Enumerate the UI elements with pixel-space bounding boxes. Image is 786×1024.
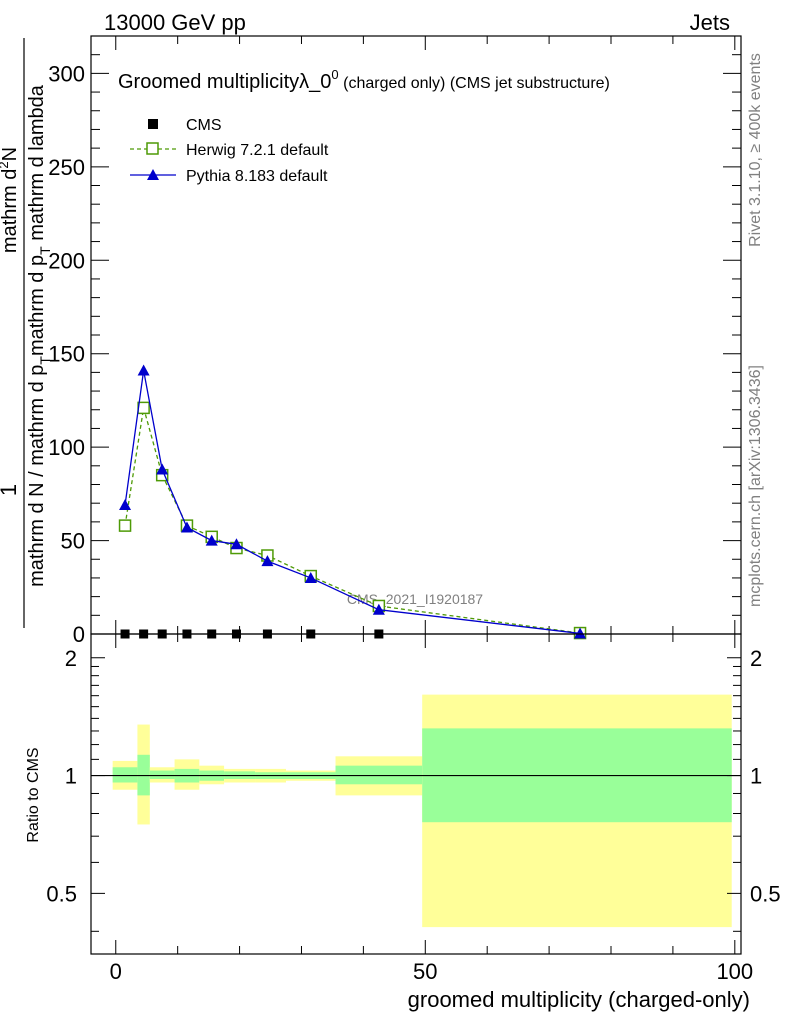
- main-y-tick-label: 50: [61, 529, 85, 554]
- ratio-stat-band: [112, 767, 138, 783]
- ylabel-num-n: N: [0, 147, 21, 161]
- rivet-label: Rivet 3.1.10, ≥ 400k events: [747, 53, 764, 247]
- legend-herwig-marker: [146, 142, 159, 155]
- pythia-point: [372, 603, 385, 615]
- main-y-tick-label: 150: [48, 342, 85, 367]
- main-y-axis-label: 1 mathrm d2N mathrm d N / mathrm d pTmat…: [0, 38, 53, 628]
- legend-cms-label: CMS: [186, 117, 222, 134]
- ratio-x-tick-label: 100: [716, 959, 753, 984]
- title-suffix: (charged only) (CMS jet substructure): [343, 75, 610, 92]
- main-y-tick-label: 200: [48, 248, 85, 273]
- herwig-line: [124, 407, 581, 634]
- legend-pythia-label: Pythia 8.183 default: [186, 168, 328, 185]
- pythia-point: [137, 364, 150, 376]
- ratio-y-tick-label-right: 0.5: [750, 881, 781, 906]
- ratio-y-tick-label: 2: [65, 646, 77, 671]
- ratio-y-tick-label-right: 2: [750, 646, 762, 671]
- main-y-axis: 0 50 100 150 200 250 300: [48, 35, 741, 647]
- header-right: Jets: [690, 10, 730, 35]
- pythia-point: [205, 534, 218, 546]
- header-left: 13000 GeV pp: [104, 10, 246, 35]
- pythia-point: [261, 555, 274, 567]
- title-main: Groomed multiplicityλ_0: [118, 71, 331, 93]
- legend-pythia-marker: [147, 169, 159, 180]
- ratio-stat-band: [149, 770, 175, 779]
- ratio-y-tick-label: 1: [65, 764, 77, 789]
- main-y-tick-label: 300: [48, 61, 85, 86]
- legend: CMS Herwig 7.2.1 default Pythia 8.183 de…: [130, 117, 329, 185]
- main-series-layer: [118, 364, 587, 640]
- legend-cms-marker: [148, 119, 158, 129]
- ylabel-num-sup: 2: [0, 161, 11, 168]
- ratio-panel-frame: [90, 633, 742, 955]
- pythia-point: [119, 499, 132, 511]
- ratio-x-axis: 0 50 100: [110, 634, 753, 984]
- ylabel-den-b: mathrm d p: [26, 255, 48, 356]
- pythia-point: [230, 538, 243, 550]
- ylabel-denominator: mathrm d N / mathrm d pTmathrm d pT math…: [26, 84, 53, 587]
- mcplots-label: mcplots.cern.ch [arXiv:1306.3436]: [747, 365, 764, 607]
- ratio-y-tick-label: 0.5: [46, 881, 77, 906]
- ylabel-num-d: mathrm d: [0, 169, 21, 253]
- main-y-tick-label: 0: [73, 622, 85, 647]
- ratio-y-axis: 0.5 0.5 1 1 2 2: [46, 646, 781, 932]
- herwig-point: [118, 519, 132, 532]
- pythia-line: [124, 370, 581, 635]
- pythia-point: [180, 521, 193, 533]
- ratio-bands-layer: [91, 694, 741, 928]
- x-axis-label: groomed multiplicity (charged-only): [408, 987, 750, 1012]
- pythia-point: [156, 463, 169, 475]
- ratio-y-label: Ratio to CMS: [25, 747, 42, 842]
- main-x-ticks: [115, 36, 736, 634]
- ratio-y-tick-label-right: 1: [750, 764, 762, 789]
- main-y-tick-label: 100: [48, 435, 85, 460]
- ylabel-den-a-sub: T: [37, 356, 53, 365]
- pythia-point: [304, 571, 317, 583]
- plot-title: Groomed multiplicityλ_00 (charged only) …: [118, 67, 610, 93]
- legend-herwig-label: Herwig 7.2.1 default: [186, 142, 329, 159]
- ratio-x-tick-label: 50: [413, 959, 437, 984]
- ylabel-numerator: 1: [0, 484, 21, 496]
- main-y-tick-label: 250: [48, 155, 85, 180]
- herwig-point: [137, 401, 150, 415]
- ylabel-den-c: mathrm d lambda: [26, 84, 48, 240]
- ylabel-den-b-sub: T: [37, 246, 53, 255]
- ratio-x-tick-label: 0: [110, 959, 122, 984]
- title-sup: 0: [331, 67, 338, 82]
- ylabel-numerator-term: mathrm d2N: [0, 147, 21, 253]
- pythia-point: [574, 627, 587, 639]
- ylabel-den-a: mathrm d N / mathrm d p: [26, 365, 48, 587]
